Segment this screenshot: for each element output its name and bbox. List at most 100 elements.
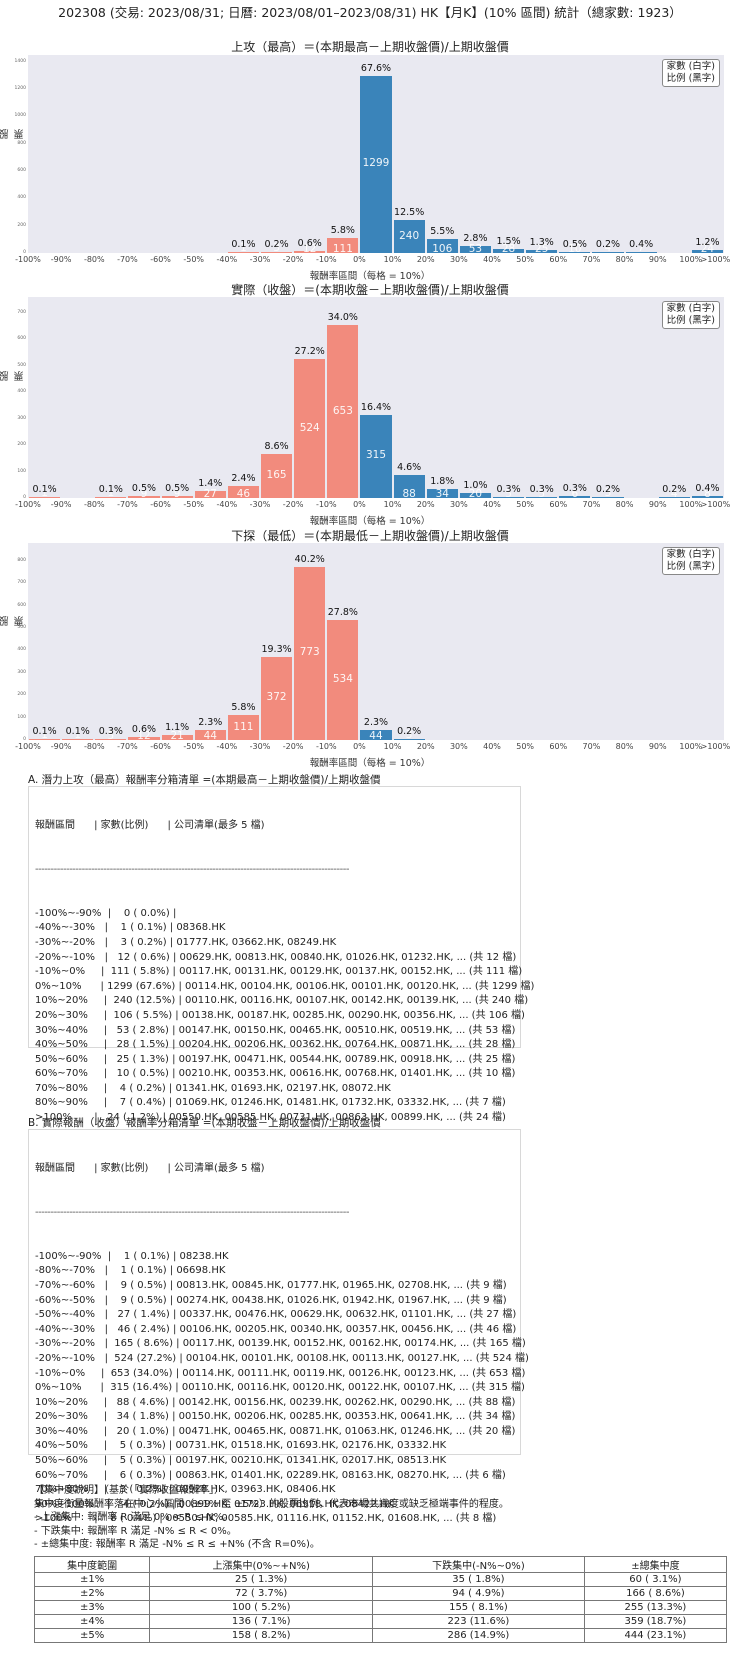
list-b-header: 報酬區間 | 家數(比例) | 公司清單(最多 5 檔): [35, 1163, 265, 1175]
list-row: 60%~70% | 6 ( 0.3%) | 00863.HK, 01401.HK…: [35, 1469, 506, 1481]
chart-title: 實際（收盤）＝(本期收盤－上期收盤價)/上期收盤價: [231, 283, 509, 297]
list-row: 50%~60% | 25 ( 1.3%) | 00197.HK, 00471.H…: [35, 1053, 516, 1065]
list-row: -30%~-20% | 3 ( 0.2%) | 01777.HK, 03662.…: [35, 936, 337, 948]
y-tick: 1400: [14, 58, 26, 64]
legend-count: 家數 (白字): [666, 303, 715, 314]
bar-percent-label: 0.4%: [629, 238, 654, 250]
bar-percent-label: 0.6%: [131, 724, 157, 736]
x-tick: -60%: [150, 742, 171, 751]
legend-count: 家數 (白字): [666, 61, 715, 72]
list-row: 0%~10% | 1299 (67.6%) | 00114.HK, 00104.…: [35, 980, 535, 992]
x-tick: -90%: [50, 742, 72, 751]
list-row: 90%~100% | 4 ( 0.2%) | 00899.HK, 01723.H…: [35, 1498, 394, 1510]
y-tick: 100: [17, 468, 26, 474]
legend: 家數 (白字) 比例 (黑字): [661, 547, 720, 575]
x-tick: -20%: [282, 500, 304, 509]
bar-count-label: 3: [405, 729, 413, 742]
concentration-notes: 【集中度說明】（基於「實際收盤報酬率」） 集中度衡量報酬率落在中心小區間（±1%…: [34, 1484, 509, 1552]
x-tick: 0%: [353, 255, 366, 264]
concentration-rule: - ±總集中度: 報酬率 R 滿足 -N% ≤ R ≤ +N% (不含 R=0%…: [34, 1539, 320, 1550]
x-tick: 70%: [582, 500, 601, 509]
y-tick: 200: [17, 222, 26, 228]
concentration-table: 集中度範圍 上漲集中(0%~+N%) 下跌集中(-N%~0%) ±總集中度 ±1…: [33, 1556, 728, 1643]
bar-count-label: 28: [501, 243, 516, 256]
list-row: 0%~10% | 315 (16.4%) | 00110.HK, 00116.H…: [35, 1382, 525, 1394]
bar: 240: [392, 220, 426, 253]
bar: 9: [160, 488, 194, 500]
total-cell: 255 (13.3%): [583, 1600, 728, 1615]
y-tick: 500: [17, 362, 26, 368]
bar: 28: [492, 243, 526, 255]
list-row: -70%~-60% | 9 ( 0.5%) | 00813.HK, 00845.…: [35, 1279, 507, 1291]
x-tick: 0%: [353, 742, 366, 751]
bar: 1: [28, 729, 62, 741]
list-row: 20%~30% | 34 ( 1.8%) | 00150.HK, 00206.H…: [35, 1411, 516, 1423]
bar: 6: [558, 488, 592, 500]
bar-count-label: 315: [365, 449, 387, 462]
x-tick: -30%: [249, 742, 271, 751]
up-cell: 158 ( 8.2%): [149, 1628, 373, 1643]
bar-percent-label: 12.5%: [394, 207, 425, 219]
bar: 12: [293, 243, 327, 255]
bar-count-label: 10: [568, 242, 582, 255]
legend: 家數 (白字) 比例 (黑字): [661, 301, 720, 329]
total-cell: 166 ( 8.6%): [583, 1586, 728, 1601]
x-tick: -40%: [216, 742, 238, 751]
list-row: 70%~80% | 4 ( 0.2%) | 01341.HK, 01693.HK…: [35, 1082, 391, 1094]
x-tick: -80%: [83, 500, 105, 509]
list-row: 70%~80% | 3 ( 0.2%) | 00928.HK, 03963.HK…: [35, 1484, 336, 1496]
list-row: 20%~30% | 106 ( 5.5%) | 00138.HK, 00187.…: [35, 1009, 525, 1021]
bar-count-label: 3: [604, 487, 612, 500]
bar: 1: [28, 487, 62, 499]
bar-percent-label: 0.1%: [32, 483, 57, 495]
bar: 88: [392, 474, 426, 500]
y-tick: 0: [23, 495, 26, 500]
table-row: ±5% 158 ( 8.2%) 286 (14.9%) 444 (23.1%): [33, 1628, 728, 1643]
bar-count-label: 4: [670, 487, 678, 500]
x-tick: 80%: [615, 500, 634, 509]
bar-percent-label: 19.3%: [261, 643, 292, 655]
x-tick: 100%: [679, 742, 703, 751]
bar-percent-label: 1.1%: [165, 722, 190, 734]
x-tick: 50%: [516, 255, 535, 264]
list-row: -80%~-70% | 1 ( 0.1%) | 06698.HK: [35, 1265, 226, 1277]
bar-count-label: 34: [435, 488, 449, 501]
bar-count-label: 165: [266, 469, 287, 482]
x-tick: 10%: [383, 255, 402, 264]
bar-count-label: 20: [468, 488, 483, 501]
bar: 773: [293, 566, 327, 740]
list-row: -100%~-90% | 0 ( 0.0%) |: [35, 907, 177, 919]
up-cell: 72 ( 3.7%): [149, 1586, 373, 1601]
x-tick: -80%: [83, 255, 105, 264]
y-tick: 700: [17, 580, 26, 586]
bar-count-label: 9: [173, 488, 181, 501]
bar-count-label: 106: [432, 243, 453, 255]
down-cell: 94 ( 4.9%): [372, 1586, 585, 1601]
bar-count-label: 1: [240, 241, 247, 254]
y-tick: 300: [17, 669, 26, 675]
bar-count-label: 1: [41, 728, 48, 741]
x-tick: 80%: [615, 742, 634, 751]
y-tick: 1000: [14, 113, 26, 119]
bar: 4: [591, 242, 625, 254]
bar-count-label: 5: [107, 729, 115, 742]
bar: 8: [690, 488, 724, 500]
x-tick: -70%: [117, 255, 138, 264]
list-row: 40%~50% | 28 ( 1.5%) | 00204.HK, 00206.H…: [35, 1039, 516, 1051]
bar: 5: [525, 488, 559, 500]
x-tick: -90%: [50, 255, 72, 264]
bar: 5: [94, 730, 128, 742]
page-title: 202308 (交易: 2023/08/31; 日曆: 2023/08/01–2…: [58, 5, 682, 20]
x-tick: 20%: [416, 500, 435, 509]
bar-percent-label: 1.0%: [463, 479, 488, 491]
bar-percent-label: 0.4%: [695, 482, 720, 494]
bar-count-label: 1: [107, 486, 115, 499]
bar: 9: [127, 488, 161, 500]
concentration-rule: - 上漲集中: 報酬率 R 滿足 0% < R ≤ N%。: [34, 1512, 234, 1523]
bar-count-label: 372: [266, 691, 287, 704]
x-axis-label: 報酬率區間（每格 = 10%）: [309, 271, 431, 282]
column-header: 下跌集中(-N%~0%): [372, 1556, 585, 1573]
bar-count-label: 9: [140, 488, 148, 501]
list-row: -60%~-50% | 9 ( 0.5%) | 00274.HK, 00438.…: [35, 1294, 507, 1306]
y-tick: 400: [17, 195, 26, 201]
